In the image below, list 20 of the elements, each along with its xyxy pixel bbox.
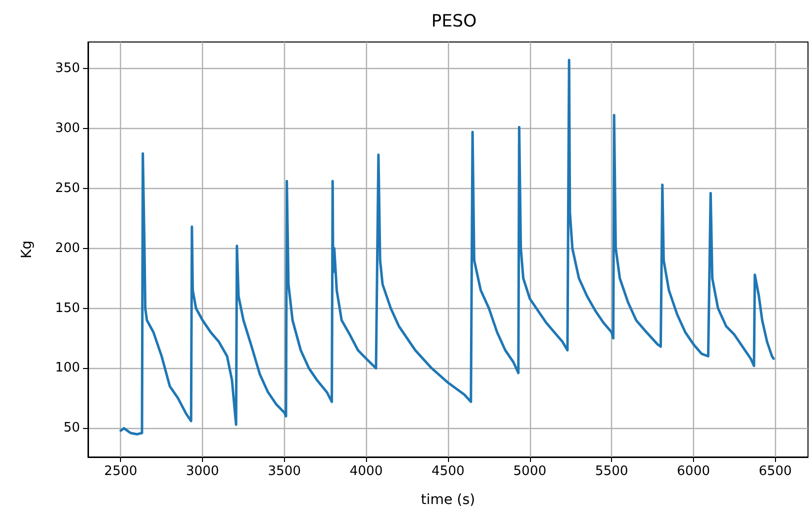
y-tick-label: 250	[55, 180, 80, 196]
x-tick-label: 2500	[104, 464, 138, 479]
x-axis-title: time (s)	[420, 492, 476, 508]
x-tick-label: 6000	[676, 464, 710, 479]
x-tick-label: 6500	[758, 464, 792, 479]
y-tick-label: 50	[63, 420, 80, 436]
chart-title: PESO	[431, 12, 477, 32]
x-tick-label: 3000	[186, 464, 220, 479]
line-series	[119, 58, 775, 436]
y-tick-label: 150	[55, 300, 80, 316]
y-tick-label: 350	[55, 60, 80, 76]
y-axis-title: Kg	[19, 240, 35, 259]
y-tick-label: 300	[55, 120, 80, 136]
y-tick-label: 200	[55, 240, 80, 256]
y-tick-label: 100	[55, 360, 80, 376]
x-tick-label: 5000	[513, 464, 546, 479]
x-tick-label: 5500	[595, 464, 628, 479]
x-tick-label: 4000	[350, 464, 383, 479]
x-tick-label: 3500	[268, 464, 301, 479]
x-tick-label: 4500	[431, 464, 465, 479]
